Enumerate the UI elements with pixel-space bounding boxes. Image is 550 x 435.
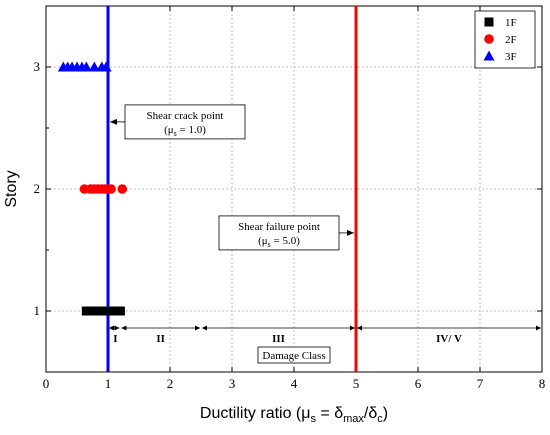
damage-class-label: II	[156, 333, 165, 345]
data-point-1F	[91, 306, 101, 316]
arrow-head	[121, 325, 127, 331]
damage-class-label: I	[113, 333, 117, 345]
x-tick-label: 8	[539, 376, 546, 391]
y-tick-label: 2	[34, 181, 41, 196]
x-tick-label: 7	[477, 376, 484, 391]
x-tick-label: 0	[43, 376, 50, 391]
data-point-3F	[80, 61, 92, 72]
y-tick-label: 3	[34, 59, 41, 74]
arrow-head	[109, 325, 114, 331]
annotation-title: Shear crack point	[147, 110, 224, 122]
legend-marker	[483, 50, 495, 61]
data-point-2F	[117, 184, 128, 194]
data-point-3F	[88, 61, 100, 72]
y-tick-label: 1	[34, 303, 41, 318]
data-point-3F	[100, 61, 112, 72]
damage-class-box	[257, 346, 331, 364]
data-points	[57, 61, 128, 316]
x-tick-label: 1	[105, 376, 112, 391]
annotation-value: (μs = 5.0)	[258, 235, 300, 249]
arrow-head	[357, 325, 362, 331]
annotation-value: (μs = 1.0)	[164, 124, 206, 138]
x-tick-label: 2	[167, 376, 174, 391]
data-point-2F	[106, 184, 116, 194]
data-point-1F	[115, 306, 125, 316]
arrow-head	[350, 325, 355, 331]
legend: 1F 2F 3F	[474, 10, 536, 69]
x-tick-label: 4	[291, 376, 298, 391]
annotation-box	[124, 104, 246, 140]
arrow-head	[114, 325, 120, 331]
y-axis-title: Story	[3, 170, 20, 207]
arrow-head	[536, 325, 541, 331]
x-tick-label: 5	[353, 376, 360, 391]
annotations: Shear crack point (μs = 1.0) Shear failure…	[110, 104, 354, 251]
damage-class-label: IV/ V	[436, 333, 462, 345]
legend-label: 1F	[505, 17, 517, 29]
legend-marker	[484, 17, 494, 27]
damage-class-title: Damage Class	[262, 350, 325, 362]
arrow-head	[202, 325, 207, 331]
annotation-box	[218, 215, 340, 251]
x-tick-label: 3	[229, 376, 236, 391]
annotation-title: Shear failure point	[238, 221, 320, 233]
annotation-arrow-head	[347, 229, 354, 236]
legend-marker	[484, 34, 494, 44]
legend-label: 2F	[505, 34, 517, 46]
annotation-arrow-head	[110, 118, 117, 125]
arrow-head	[195, 325, 200, 331]
damage-class-label: III	[272, 333, 285, 345]
legend-label: 3F	[505, 51, 517, 63]
x-tick-label: 6	[415, 376, 422, 391]
x-axis-title: Ductility ratio (μs = δmax/δc)	[200, 405, 388, 425]
